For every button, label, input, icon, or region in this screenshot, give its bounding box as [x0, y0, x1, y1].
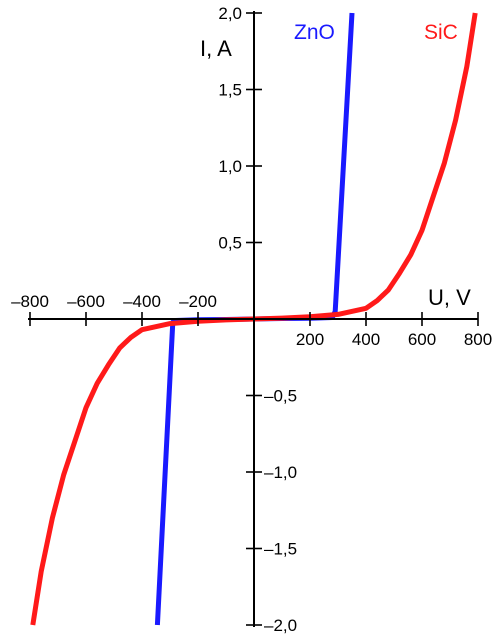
- x-tick-label: 800: [464, 330, 492, 349]
- y-tick-label: –1,0: [264, 463, 297, 482]
- y-tick-label: 2,0: [218, 4, 242, 23]
- y-tick-label: –1,5: [264, 540, 297, 559]
- y-axis-label: I, A: [200, 36, 232, 61]
- tick-layer: –800 –600 –400 –200 200 400 600 800 2,0 1,5 1,0 0,5…: [11, 4, 492, 635]
- x-tick-label: –400: [123, 292, 161, 311]
- x-tick-label: –600: [67, 292, 105, 311]
- y-tick-label: 0,5: [218, 234, 242, 253]
- series-label-sic: SiC: [424, 21, 458, 44]
- y-tick-label: –0,5: [264, 387, 297, 406]
- x-tick-label: –200: [179, 292, 217, 311]
- x-tick-label: 400: [352, 330, 380, 349]
- y-tick-label: 1,5: [218, 81, 242, 100]
- x-tick-label: 200: [296, 330, 324, 349]
- y-tick-label: –2,0: [264, 616, 297, 635]
- x-tick-label: –800: [11, 292, 49, 311]
- x-axis-label: U, V: [428, 285, 471, 310]
- series-label-layer: ZnO SiC: [294, 21, 458, 44]
- series-label-zno: ZnO: [294, 21, 335, 44]
- x-tick-label: 600: [408, 330, 436, 349]
- y-tick-label: 1,0: [218, 157, 242, 176]
